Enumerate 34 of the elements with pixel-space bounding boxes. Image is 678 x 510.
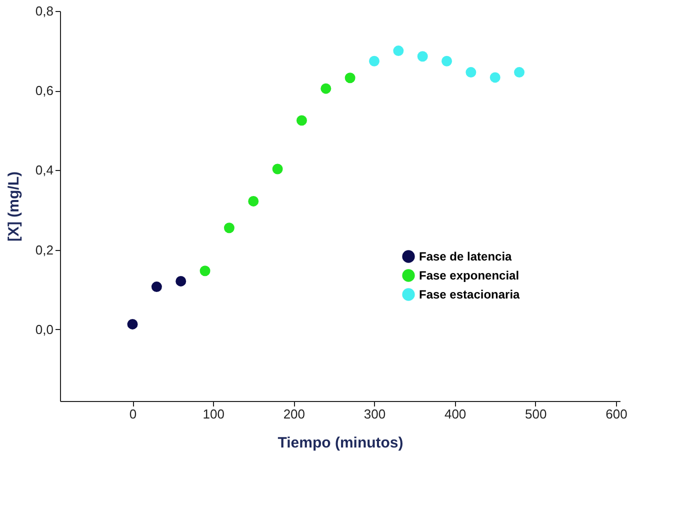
point: [296, 115, 307, 126]
y-tick-label: 0,6: [35, 83, 54, 98]
legend-label: Fase estacionaria: [419, 288, 520, 302]
point: [248, 196, 259, 206]
x-tick-label: 300: [364, 406, 386, 422]
y-tick-label: 0,4: [35, 162, 54, 178]
point: [344, 72, 356, 84]
x-tick-label: 100: [202, 406, 224, 422]
legend-label: Fase exponencial: [419, 268, 520, 282]
point: [127, 318, 138, 330]
point: [200, 266, 210, 276]
y-axis-title: [X] (mg/L): [5, 172, 22, 242]
x-tick-label: 200: [283, 406, 306, 422]
point: [442, 56, 452, 66]
y-tick-label: 0,2: [35, 242, 54, 258]
x-axis-title: Tiempo (minutos): [278, 434, 404, 452]
point: [514, 67, 525, 78]
x-tick-label: 500: [525, 406, 547, 422]
x-tick-label: 0: [129, 406, 137, 422]
point: [417, 51, 428, 62]
point: [176, 276, 186, 286]
point: [320, 83, 332, 94]
point: [393, 46, 404, 56]
point: [272, 164, 283, 174]
x-tick-label: 600: [606, 406, 628, 422]
point: [369, 56, 380, 66]
y-tick-label: 0,0: [35, 322, 54, 337]
legend-label: Fase de latencia: [419, 250, 512, 264]
x-tick-label: 400: [444, 406, 466, 422]
point: [466, 67, 476, 78]
point: [490, 72, 500, 83]
point: [224, 222, 234, 234]
y-tick-label: 0,8: [35, 4, 54, 18]
point: [151, 282, 162, 292]
